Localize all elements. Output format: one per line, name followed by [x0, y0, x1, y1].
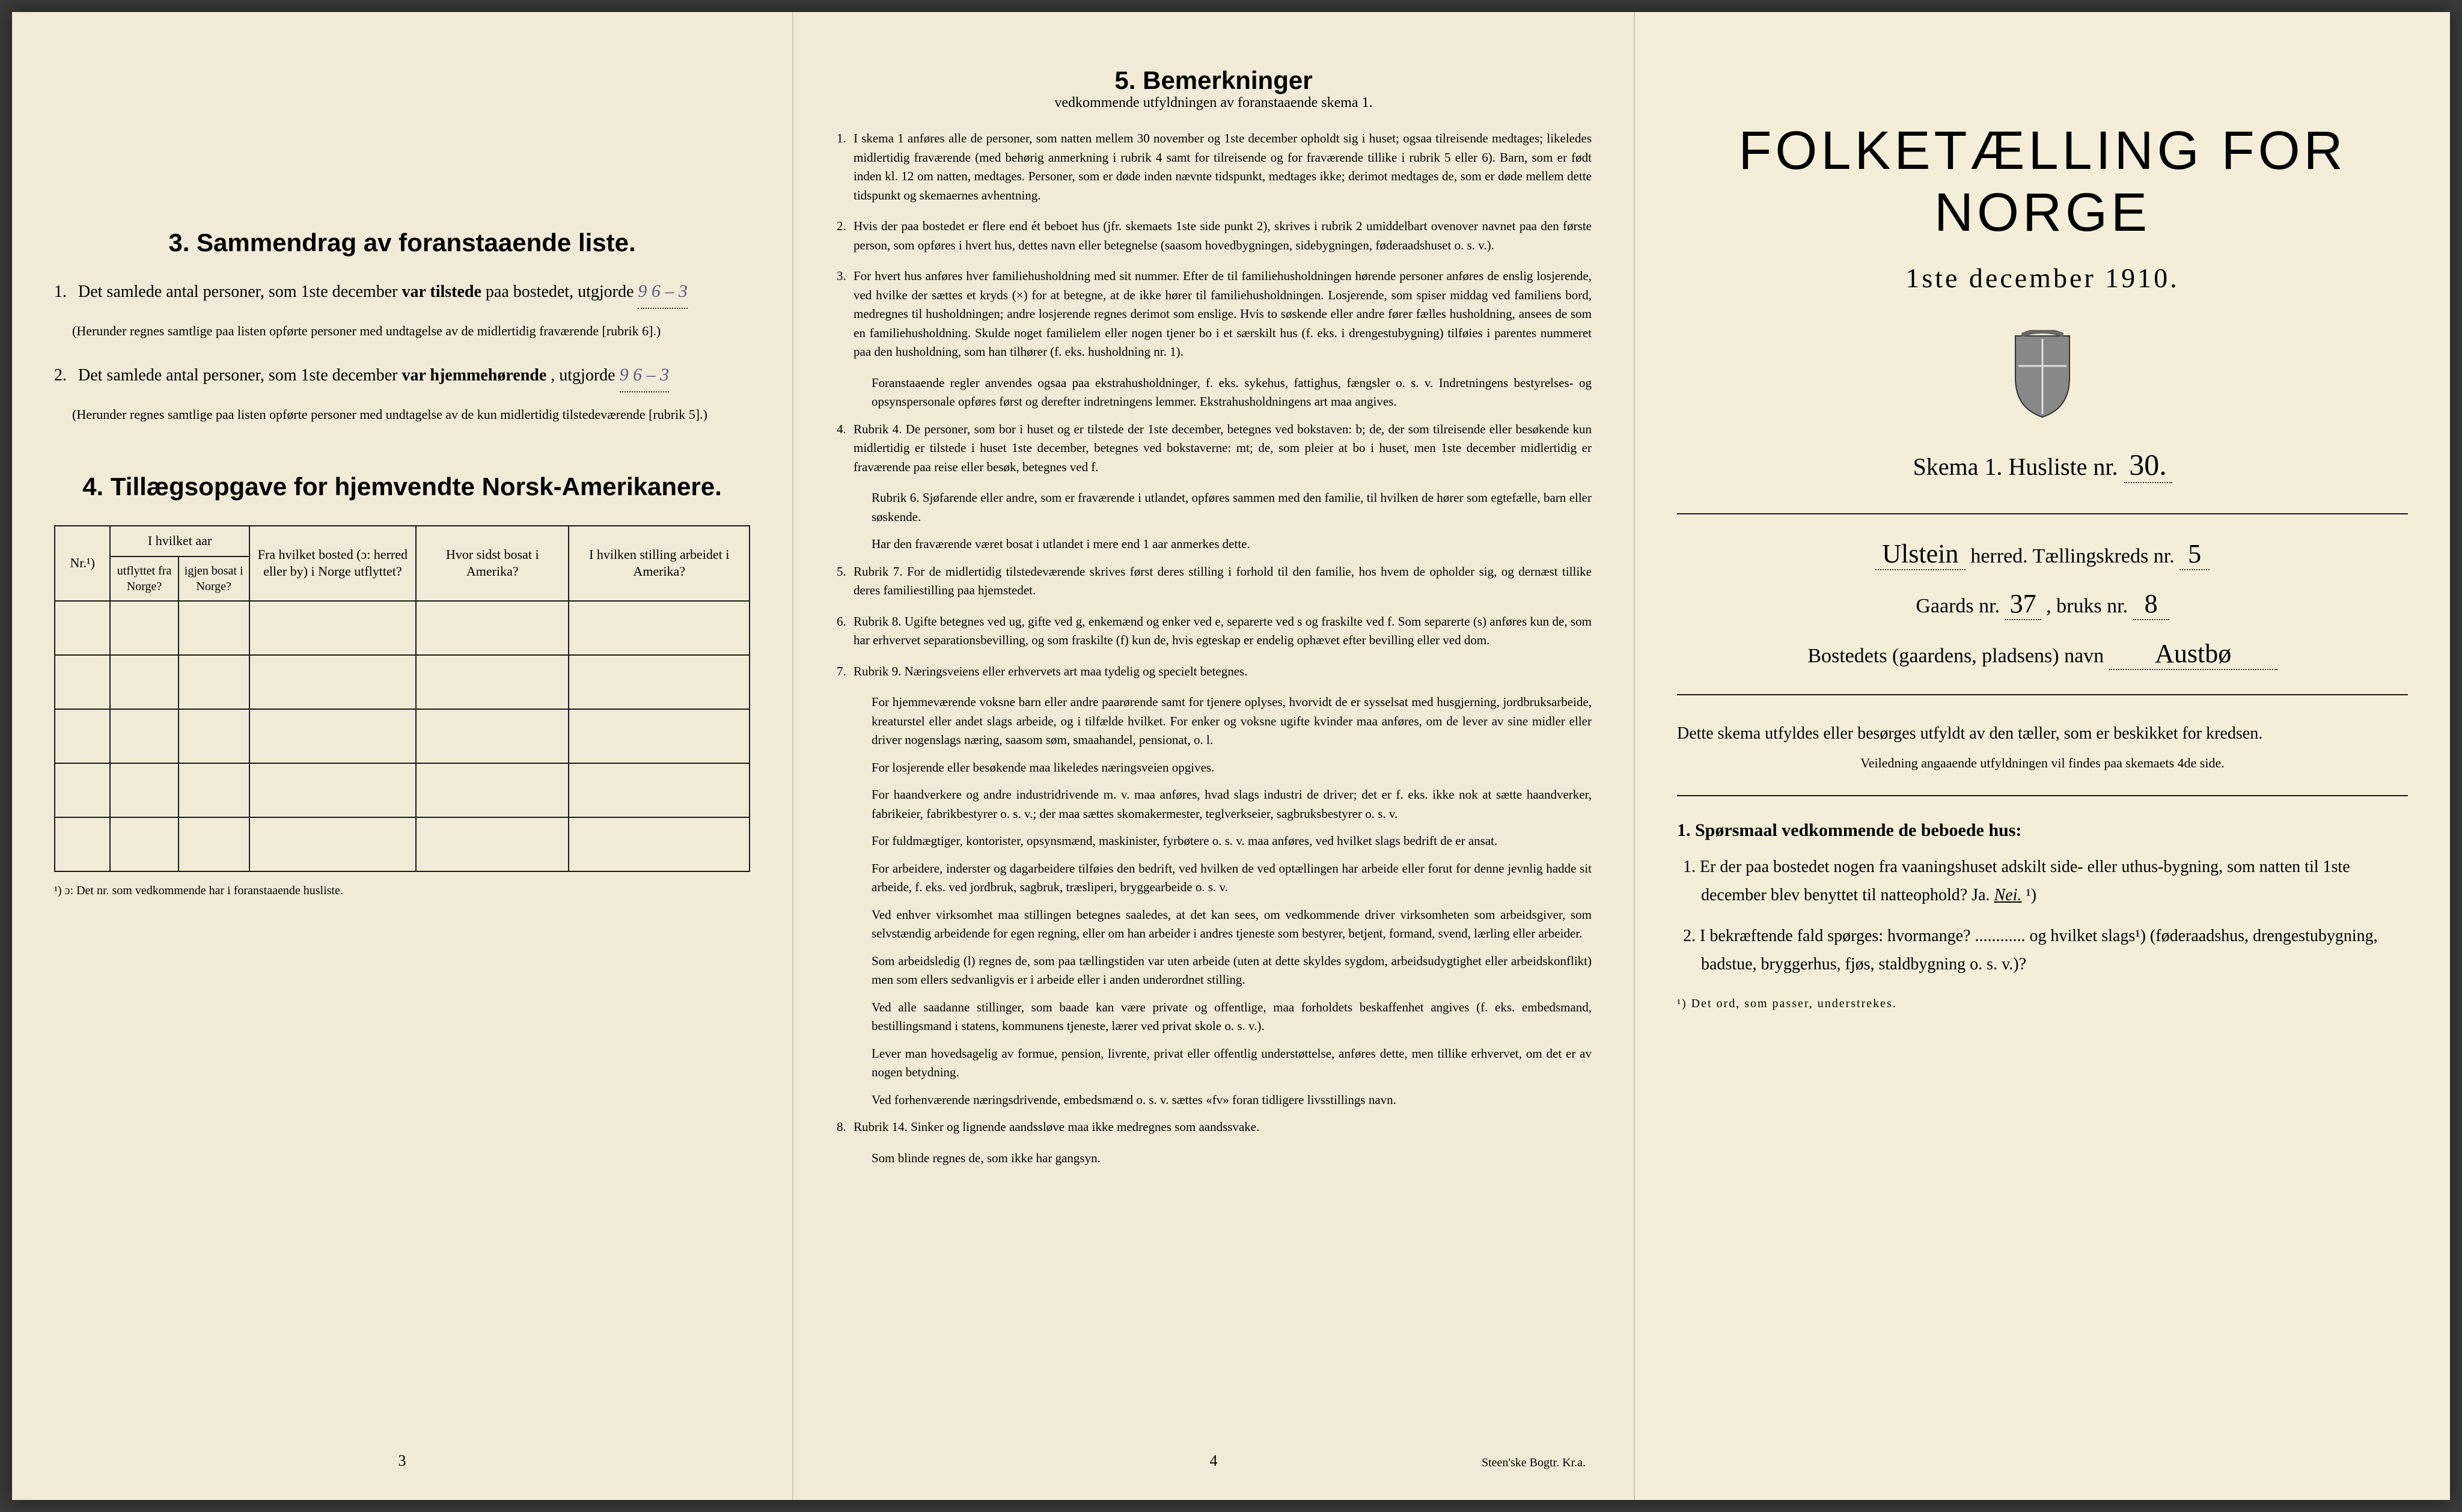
page-number: 4 — [1210, 1452, 1218, 1470]
bemerkning-item: 3.For hvert hus anføres hver familiehush… — [854, 267, 1592, 362]
census-date: 1ste december 1910. — [1677, 262, 2408, 294]
kreds-value: 5 — [2179, 538, 2210, 570]
bemerkning-sub: Har den fraværende været bosat i utlande… — [872, 535, 1592, 554]
bemerkning-sub: For losjerende eller besøkende maa likel… — [872, 758, 1592, 778]
q-answer: Nei. — [1994, 886, 2022, 904]
herred-suffix: herred. Tællingskreds nr. — [1970, 545, 2174, 567]
th-bosat: igjen bosat i Norge? — [179, 556, 249, 601]
question-2: 2. I bekræftende fald spørges: hvormange… — [1701, 922, 2408, 979]
text-prefix: Det samlede antal personer, som 1ste dec… — [78, 366, 402, 385]
section-4-heading: 4. Tillægsopgave for hjemvendte Norsk-Am… — [54, 472, 750, 501]
q-num: 1. — [1683, 858, 1696, 876]
gaards-value: 37 — [2005, 588, 2041, 620]
text-bold: var hjemmehørende — [402, 366, 546, 385]
bemerkning-item: 6.Rubrik 8. Ugifte betegnes ved ug, gift… — [854, 612, 1592, 650]
bruks-value: 8 — [2133, 588, 2169, 620]
bemerkning-item: 5.Rubrik 7. For de midlertidig tilstedev… — [854, 562, 1592, 600]
bemerkning-sub: For hjemmeværende voksne barn eller andr… — [872, 693, 1592, 750]
q-text: Er der paa bostedet nogen fra vaaningshu… — [1700, 858, 2350, 905]
q-num: 2. — [1683, 927, 1696, 945]
table-row — [55, 817, 750, 871]
coat-of-arms-icon — [1677, 330, 2408, 423]
section3-item1-note: (Herunder regnes samtlige paa listen opf… — [72, 321, 750, 341]
handwritten-value: 9 6 – 3 — [638, 275, 688, 309]
section3-item2: 2. Det samlede antal personer, som 1ste … — [54, 359, 750, 392]
bruks-label: , bruks nr. — [2046, 595, 2128, 617]
instruction-note: Dette skema utfyldes eller besørges utfy… — [1677, 719, 2408, 748]
bemerkning-item: 2.Hvis der paa bostedet er flere end ét … — [854, 217, 1592, 255]
section-5-heading: 5. Bemerkninger — [835, 66, 1592, 95]
page3-footnote: ¹) Det ord, som passer, understrekes. — [1677, 997, 2408, 1011]
question-heading: 1. Spørsmaal vedkommende de beboede hus: — [1677, 820, 2408, 841]
bemerkning-sub: Som arbeidsledig (l) regnes de, som paa … — [872, 952, 1592, 990]
text-prefix: Det samlede antal personer, som 1ste dec… — [78, 282, 402, 301]
text-mid: , utgjorde — [551, 366, 619, 385]
bemerkning-sub: For arbeidere, inderster og dagarbeidere… — [872, 859, 1592, 897]
bemerkning-sub: Rubrik 6. Sjøfarende eller andre, som er… — [872, 489, 1592, 526]
bosted-label: Bostedets (gaardens, pladsens) navn — [1807, 645, 2104, 667]
divider — [1677, 795, 2408, 796]
bemerkninger-list: 1.I skema 1 anføres alle de personer, so… — [835, 129, 1592, 1168]
page-number: 3 — [399, 1452, 406, 1470]
bemerkning-item: 8.Rubrik 14. Sinker og lignende aandsslø… — [854, 1118, 1592, 1137]
instruction-small: Veiledning angaaende utfyldningen vil fi… — [1677, 755, 2408, 771]
question-1: 1. Er der paa bostedet nogen fra vaaning… — [1701, 853, 2408, 910]
section3-item2-note: (Herunder regnes samtlige paa listen opf… — [72, 404, 750, 424]
bosted-value: Austbø — [2109, 638, 2277, 670]
th-nr: Nr.¹) — [55, 526, 110, 601]
text-bold: var tilstede — [402, 282, 481, 301]
divider — [1677, 513, 2408, 514]
th-group1: I hvilket aar — [110, 526, 249, 556]
table-footnote: ¹) ɔ: Det nr. som vedkommende har i fora… — [54, 884, 750, 898]
table-row — [55, 709, 750, 763]
bemerkning-item: 4.Rubrik 4. De personer, som bor i huset… — [854, 420, 1592, 477]
divider — [1677, 694, 2408, 695]
text-mid: paa bostedet, utgjorde — [486, 282, 638, 301]
section-3-heading: 3. Sammendrag av foranstaaende liste. — [54, 228, 750, 257]
bemerkning-sub: Lever man hovedsagelig av formue, pensio… — [872, 1044, 1592, 1082]
th-amerika: Hvor sidst bosat i Amerika? — [416, 526, 569, 601]
print-mark: Steen'ske Bogtr. Kr.a. — [1482, 1456, 1586, 1470]
bemerkning-sub: Ved enhver virksomhet maa stillingen bet… — [872, 906, 1592, 943]
tillaeg-tbody — [55, 601, 750, 871]
tillaeg-table: Nr.¹) I hvilket aar Fra hvilket bosted (… — [54, 525, 750, 872]
husliste-nr: 30. — [2124, 447, 2172, 483]
page-1: 3. Sammendrag av foranstaaende liste. 1.… — [12, 12, 793, 1500]
gaards-label: Gaards nr. — [1916, 595, 2000, 617]
th-stilling: I hvilken stilling arbeidet i Amerika? — [569, 526, 750, 601]
bemerkning-item: 7.Rubrik 9. Næringsveiens eller erhverve… — [854, 662, 1592, 681]
th-utflyttet: utflyttet fra Norge? — [110, 556, 178, 601]
bemerkning-sub: For fuldmægtiger, kontorister, opsynsmæn… — [872, 832, 1592, 851]
bemerkning-sub: Ved alle saadanne stillinger, som baade … — [872, 998, 1592, 1036]
item-num: 2. — [54, 366, 67, 385]
herred-line: Ulstein herred. Tællingskreds nr. 5 — [1677, 538, 2408, 570]
skema-line: Skema 1. Husliste nr. 30. — [1677, 447, 2408, 483]
handwritten-value: 9 6 – 3 — [620, 359, 670, 392]
q-suffix: ¹) — [2026, 886, 2036, 904]
census-title: FOLKETÆLLING FOR NORGE — [1677, 120, 2408, 244]
table-row — [55, 763, 750, 817]
herred-value: Ulstein — [1875, 538, 1966, 570]
bemerkning-sub: For haandverkere og andre industridriven… — [872, 785, 1592, 823]
table-row — [55, 601, 750, 655]
section-5-sub: vedkommende utfyldningen av foranstaaend… — [835, 95, 1592, 111]
bemerkning-sub: Som blinde regnes de, som ikke har gangs… — [872, 1149, 1592, 1168]
skema-label: Skema 1. Husliste nr. — [1913, 453, 2118, 480]
th-bosted: Fra hvilket bosted (ɔ: herred eller by) … — [249, 526, 416, 601]
bemerkning-sub: Ved forhenværende næringsdrivende, embed… — [872, 1091, 1592, 1110]
section3-item1: 1. Det samlede antal personer, som 1ste … — [54, 275, 750, 309]
table-row — [55, 655, 750, 709]
q-text: I bekræftende fald spørges: hvormange? .… — [1700, 927, 2378, 974]
page-3: FOLKETÆLLING FOR NORGE 1ste december 191… — [1635, 12, 2450, 1500]
page-2: 5. Bemerkninger vedkommende utfyldningen… — [793, 12, 1635, 1500]
bemerkning-sub: Foranstaaende regler anvendes ogsaa paa … — [872, 374, 1592, 412]
document-triptych: 3. Sammendrag av foranstaaende liste. 1.… — [12, 12, 2450, 1500]
bemerkning-item: 1.I skema 1 anføres alle de personer, so… — [854, 129, 1592, 205]
gaards-line: Gaards nr. 37 , bruks nr. 8 — [1677, 588, 2408, 620]
bosted-line: Bostedets (gaardens, pladsens) navn Aust… — [1677, 638, 2408, 670]
item-num: 1. — [54, 282, 67, 301]
